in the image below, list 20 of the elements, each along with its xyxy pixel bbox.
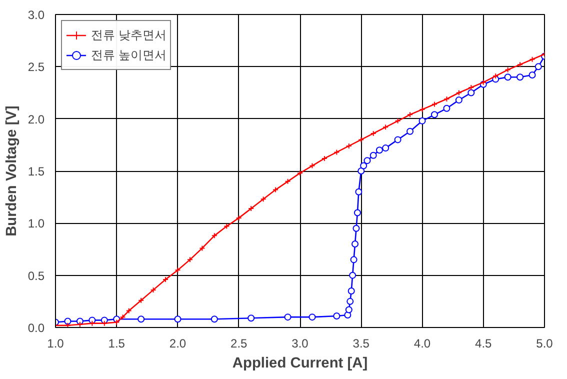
y-tick-label: 1.0 bbox=[28, 216, 45, 231]
x-tick-label: 3.0 bbox=[292, 336, 309, 350]
y-tick-label: 0.0 bbox=[28, 321, 45, 335]
y-tick-label: 3.0 bbox=[28, 8, 45, 22]
legend-label: 전류 낮추면서 bbox=[91, 26, 166, 44]
x-tick-label: 2.0 bbox=[169, 336, 186, 350]
y-tick-label: 2.5 bbox=[28, 60, 45, 74]
x-tick-label: 3.5 bbox=[352, 336, 370, 350]
x-tick-label: 4.0 bbox=[414, 336, 431, 350]
x-tick-label: 2.5 bbox=[230, 336, 248, 350]
y-tick-label: 1.5 bbox=[28, 164, 45, 178]
x-axis-title: Applied Current [A] bbox=[232, 356, 368, 372]
legend-label: 전류 높이면서 bbox=[91, 46, 166, 64]
y-tick-label: 0.5 bbox=[28, 268, 45, 283]
x-tick-label: 4.5 bbox=[475, 336, 492, 350]
y-tick-label: 2.0 bbox=[28, 112, 45, 126]
x-tick-label: 1.5 bbox=[108, 336, 126, 350]
y-axis-title: Burden Voltage [V] bbox=[4, 105, 20, 236]
x-tick-label: 5.0 bbox=[536, 336, 554, 350]
x-tick-label: 1.0 bbox=[47, 336, 64, 350]
